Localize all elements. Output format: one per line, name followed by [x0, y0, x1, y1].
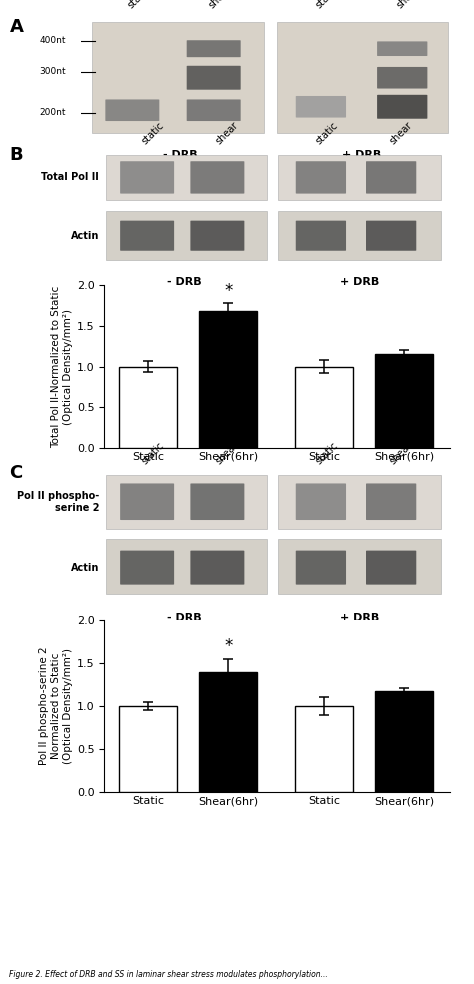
FancyBboxPatch shape: [377, 67, 428, 89]
FancyBboxPatch shape: [187, 99, 241, 121]
Bar: [278, 539, 441, 593]
Text: A: A: [9, 18, 23, 35]
FancyBboxPatch shape: [191, 220, 245, 251]
Text: Actin: Actin: [71, 230, 99, 241]
Text: static: static: [314, 121, 340, 147]
Bar: [295, 707, 353, 792]
Text: C: C: [9, 464, 23, 482]
FancyBboxPatch shape: [120, 483, 174, 520]
FancyBboxPatch shape: [191, 161, 245, 194]
Text: shear: shear: [388, 440, 414, 465]
FancyBboxPatch shape: [296, 161, 346, 194]
Bar: [278, 212, 441, 260]
Bar: [107, 475, 267, 528]
FancyBboxPatch shape: [296, 220, 346, 251]
FancyBboxPatch shape: [296, 483, 346, 520]
Text: - DRB: - DRB: [167, 613, 201, 623]
Bar: [107, 539, 267, 593]
Bar: [295, 366, 353, 448]
FancyBboxPatch shape: [377, 41, 428, 56]
Text: shear: shear: [214, 440, 240, 465]
Text: 300nt: 300nt: [39, 68, 66, 77]
FancyBboxPatch shape: [366, 483, 416, 520]
Text: + DRB: + DRB: [340, 613, 379, 623]
FancyBboxPatch shape: [120, 220, 174, 251]
Bar: [375, 691, 433, 792]
Text: Pol II phospho-
serine 2: Pol II phospho- serine 2: [17, 491, 99, 513]
Text: Figure 2. Effect of DRB and SS in laminar shear stress modulates phosphorylation: Figure 2. Effect of DRB and SS in lamina…: [9, 970, 328, 979]
Y-axis label: Total Pol II-Normalized to Static
(Optical Density/mm²): Total Pol II-Normalized to Static (Optic…: [51, 285, 73, 448]
Bar: [278, 154, 441, 200]
Text: static: static: [125, 0, 151, 11]
Bar: [200, 311, 257, 448]
FancyBboxPatch shape: [366, 161, 416, 194]
Bar: [278, 475, 441, 528]
Text: static: static: [140, 440, 166, 465]
Text: shear: shear: [388, 120, 414, 147]
FancyBboxPatch shape: [366, 220, 416, 251]
FancyBboxPatch shape: [191, 551, 245, 584]
Bar: [375, 354, 433, 448]
Text: shear: shear: [395, 0, 421, 11]
FancyBboxPatch shape: [296, 551, 346, 584]
Text: - DRB: - DRB: [163, 150, 198, 159]
Bar: [276, 22, 448, 134]
Text: - DRB: - DRB: [167, 277, 201, 287]
Text: 200nt: 200nt: [39, 108, 66, 117]
Bar: [107, 212, 267, 260]
FancyBboxPatch shape: [191, 483, 245, 520]
FancyBboxPatch shape: [377, 94, 428, 119]
Bar: [200, 671, 257, 792]
Bar: [119, 366, 177, 448]
Text: Actin: Actin: [71, 563, 99, 573]
Text: shear: shear: [214, 120, 240, 147]
Text: + DRB: + DRB: [340, 277, 379, 287]
Text: static: static: [314, 440, 340, 465]
FancyBboxPatch shape: [187, 40, 241, 57]
Text: static: static: [314, 0, 340, 11]
Text: *: *: [224, 638, 232, 655]
FancyBboxPatch shape: [187, 66, 241, 90]
Bar: [119, 707, 177, 792]
Text: Total Pol II: Total Pol II: [41, 172, 99, 182]
FancyBboxPatch shape: [296, 96, 346, 117]
Y-axis label: Pol II phospho-serine 2
Normalized to Static
(Optical Density/mm²): Pol II phospho-serine 2 Normalized to St…: [39, 646, 73, 766]
Text: 400nt: 400nt: [39, 36, 66, 45]
Text: *: *: [224, 282, 232, 300]
Text: B: B: [9, 146, 23, 163]
FancyBboxPatch shape: [120, 161, 174, 194]
FancyBboxPatch shape: [105, 99, 159, 121]
FancyBboxPatch shape: [366, 551, 416, 584]
Text: shear: shear: [207, 0, 233, 11]
FancyBboxPatch shape: [120, 551, 174, 584]
Bar: [91, 22, 264, 134]
Bar: [107, 154, 267, 200]
Text: static: static: [140, 121, 166, 147]
Text: + DRB: + DRB: [342, 150, 381, 159]
